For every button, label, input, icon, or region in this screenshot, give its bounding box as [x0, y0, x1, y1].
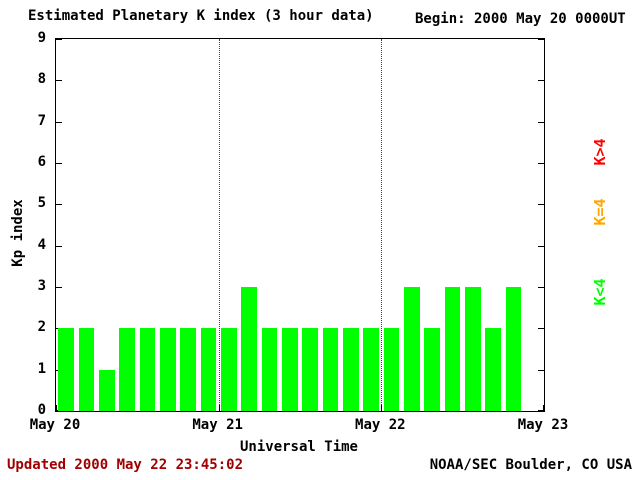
kp-bar — [404, 287, 420, 411]
y-axis-tick-label: 6 — [37, 154, 46, 170]
kp-bar — [424, 328, 440, 411]
x-axis-tick — [381, 405, 383, 411]
kp-bar — [465, 287, 481, 411]
y-axis-title: Kp index — [10, 199, 26, 267]
y-axis-tick-label: 8 — [37, 71, 46, 88]
y-axis-tick — [538, 245, 544, 247]
y-axis-tick — [538, 39, 544, 40]
kp-bar — [444, 287, 461, 411]
y-axis-tick — [56, 204, 62, 206]
y-axis-tick — [538, 121, 544, 123]
y-axis-tick-label: 0 — [37, 402, 46, 418]
y-axis-tick — [538, 287, 544, 288]
day-boundary-line — [381, 39, 383, 411]
kp-bar — [200, 328, 217, 411]
y-axis-tick-label: 2 — [37, 319, 46, 336]
x-axis-tick-labels: May 20 May 21 May 22 May 23 — [30, 417, 569, 433]
y-axis-tick-label: 1 — [37, 360, 46, 377]
kp-bar — [261, 328, 278, 411]
y-axis-tick-label: 9 — [37, 30, 46, 46]
kp-threshold-legend: K>4 K=4 K<4 — [585, 0, 615, 420]
x-axis-tick — [218, 405, 220, 411]
credit-text: NOAA/SEC Boulder, CO USA — [429, 457, 632, 473]
y-axis-tick — [56, 245, 62, 247]
y-axis-tick — [538, 328, 544, 330]
kp-bar — [383, 328, 400, 411]
kp-bar — [302, 328, 318, 411]
kp-bar — [180, 328, 196, 411]
x-axis-tick-label: May 20 — [29, 417, 81, 433]
kp-bar — [160, 328, 176, 411]
y-axis-tick-label: 5 — [37, 195, 46, 212]
y-axis-tick-labels: 0 1 2 3 4 5 6 7 8 9 — [18, 31, 50, 417]
x-axis-tick — [56, 405, 57, 411]
begin-timestamp: Begin: 2000 May 20 0000UT — [415, 11, 626, 27]
kp-bar — [99, 369, 115, 411]
kp-bar — [139, 328, 156, 411]
kp-bar — [58, 328, 74, 411]
legend-label: K<4 — [591, 278, 609, 306]
y-axis-tick-label: 3 — [37, 278, 46, 294]
x-axis-tick — [543, 405, 544, 411]
y-axis-tick — [56, 121, 62, 123]
y-axis-tick — [538, 369, 544, 371]
kp-bar — [322, 328, 339, 411]
day-boundary-line — [218, 39, 220, 411]
legend-label: K>4 — [591, 138, 609, 166]
chart-title: Estimated Planetary K index (3 hour data… — [28, 8, 374, 24]
plot-area — [55, 38, 545, 412]
kp-bar — [282, 328, 298, 411]
kp-bar — [221, 328, 237, 411]
legend-label: K=4 — [591, 198, 609, 226]
y-axis-tick — [538, 204, 544, 206]
y-axis-tick — [56, 80, 62, 82]
kp-bar — [363, 328, 379, 411]
x-axis-tick-label: May 21 — [192, 417, 243, 433]
y-axis-tick — [56, 287, 62, 288]
kp-bar — [505, 287, 522, 411]
y-axis-tick — [56, 39, 62, 40]
updated-timestamp: Updated 2000 May 22 23:45:02 — [7, 457, 244, 473]
kp-bar — [119, 328, 135, 411]
y-axis-tick-label: 7 — [37, 112, 46, 129]
kp-bar — [485, 328, 501, 411]
kp-bar — [78, 328, 95, 411]
y-axis-tick — [538, 163, 544, 164]
x-axis-title: Universal Time — [239, 439, 358, 455]
x-axis-tick-label: May 23 — [517, 417, 569, 433]
y-axis-tick — [538, 80, 544, 82]
x-axis-tick-label: May 22 — [355, 417, 406, 433]
kp-bar — [343, 328, 359, 411]
kp-bar — [241, 287, 257, 411]
y-axis-tick — [538, 410, 544, 411]
y-axis-tick — [56, 163, 62, 164]
y-axis-tick-label: 4 — [37, 236, 46, 253]
